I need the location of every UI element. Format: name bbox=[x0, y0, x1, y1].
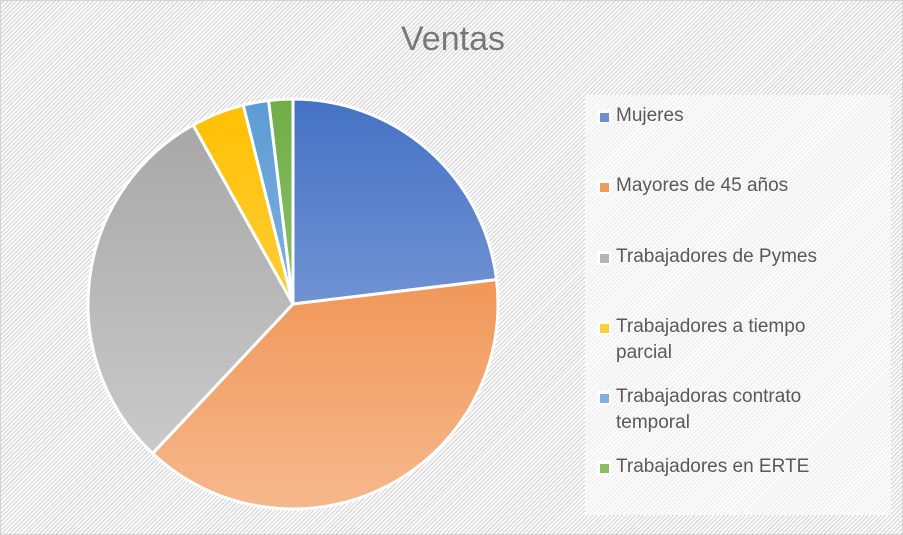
pie-slice-trabajadores-en-erte[interactable] bbox=[267, 97, 295, 306]
legend-item-mujeres[interactable]: Mujeres bbox=[597, 103, 882, 129]
legend-swatch-icon bbox=[599, 253, 609, 263]
legend-swatch-icon bbox=[599, 463, 609, 473]
legend-swatch-icon bbox=[599, 112, 609, 122]
legend-swatch-icon bbox=[599, 182, 609, 192]
legend-label: Trabajadores en ERTE bbox=[616, 456, 810, 477]
legend-label: Mujeres bbox=[616, 105, 684, 126]
legend-item-pymes[interactable]: Trabajadores de Pymes bbox=[597, 244, 882, 270]
legend-label: Mayores de 45 años bbox=[616, 175, 789, 196]
legend-label: Trabajadoras contrato temporal bbox=[616, 386, 802, 433]
legend-item-contrato-temporal[interactable]: Trabajadoras contrato temporal bbox=[597, 384, 837, 436]
pie-slices bbox=[86, 97, 500, 511]
legend-item-erte[interactable]: Trabajadores en ERTE bbox=[597, 454, 882, 480]
pie-slice-mayores-de-45-a-os[interactable] bbox=[151, 278, 500, 511]
legend-item-mayores-45[interactable]: Mayores de 45 años bbox=[597, 173, 882, 199]
legend-item-tiempo-parcial[interactable]: Trabajadores a tiempo parcial bbox=[597, 314, 827, 366]
legend-swatch-icon bbox=[599, 323, 609, 333]
chart-title: Ventas bbox=[401, 20, 505, 58]
pie-slice-trabajadores-de-pymes[interactable] bbox=[86, 123, 295, 455]
legend-swatch-icon bbox=[599, 393, 609, 403]
legend: Mujeres Mayores de 45 años Trabajadores … bbox=[585, 95, 891, 515]
legend-label: Trabajadores a tiempo parcial bbox=[616, 316, 806, 363]
pie-slice-mujeres[interactable] bbox=[291, 97, 499, 306]
legend-label: Trabajadores de Pymes bbox=[616, 246, 818, 267]
